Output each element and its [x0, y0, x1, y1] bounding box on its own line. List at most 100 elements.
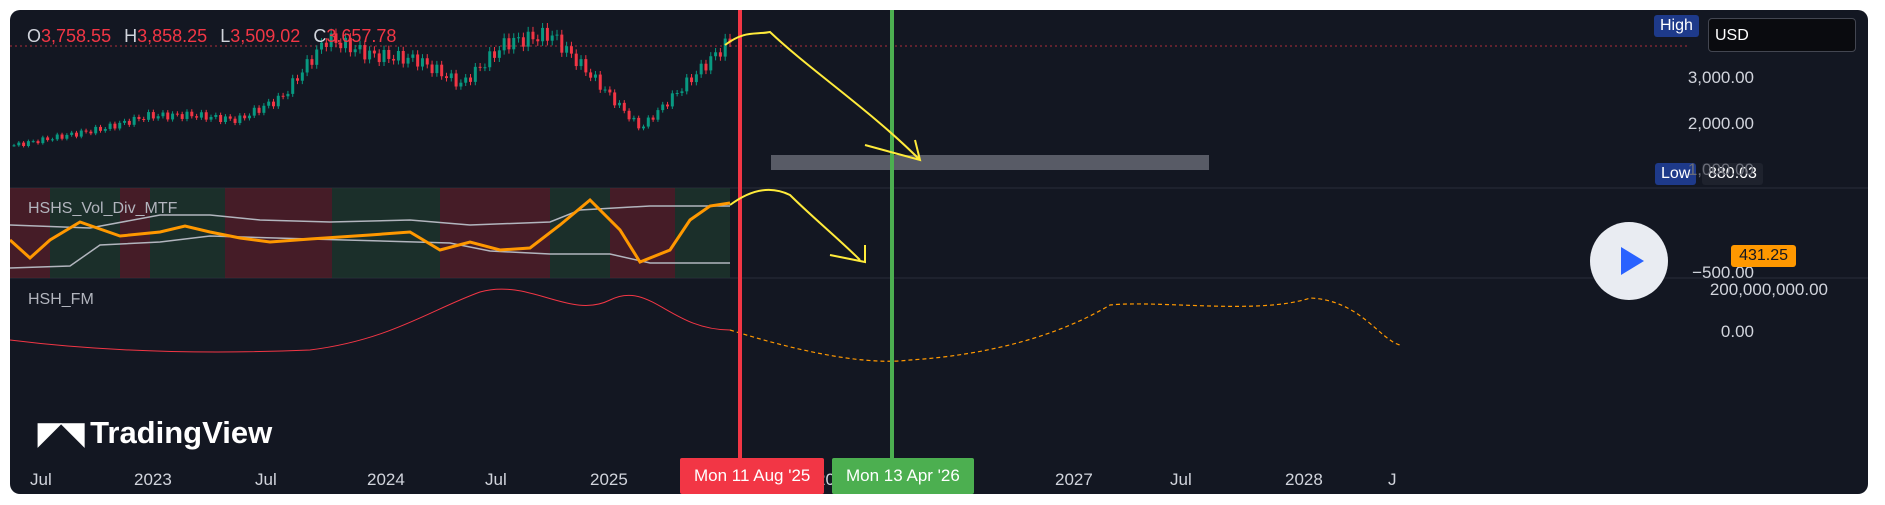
candle-body: [233, 118, 237, 123]
candle-body: [60, 134, 64, 139]
time-label: 2024: [367, 470, 405, 489]
candle-body: [709, 56, 713, 71]
candle-body: [137, 116, 141, 119]
candle-body: [12, 145, 16, 147]
candle-body: [348, 37, 352, 53]
candle-body: [17, 142, 21, 146]
play-button[interactable]: [1590, 222, 1668, 300]
candle-body: [156, 116, 160, 119]
osc-pane-title[interactable]: HSHS_Vol_Div_MTF: [28, 200, 178, 217]
candle-body: [459, 82, 463, 87]
candle-body: [661, 104, 665, 111]
candle-body: [622, 102, 626, 111]
candle-body: [579, 59, 583, 67]
candle-body: [440, 64, 444, 77]
fm-pane-title[interactable]: HSH_FM: [28, 291, 94, 308]
low-tag: Low: [1655, 163, 1697, 185]
candle-body: [488, 51, 492, 68]
osc-zone: [440, 188, 550, 278]
indicator-value-tag: 431.25: [1731, 245, 1796, 267]
candle-body: [646, 117, 650, 127]
candle-body: [493, 51, 497, 58]
low-value-tag: 880.03: [1702, 163, 1763, 185]
candle-body: [425, 58, 429, 65]
candle-body: [473, 66, 477, 82]
candle-body: [449, 73, 453, 79]
candle-body: [420, 58, 424, 67]
candle-body: [329, 33, 333, 47]
high-label: H: [124, 26, 138, 46]
candle-body: [209, 116, 213, 120]
candle-body: [228, 116, 232, 119]
candle-body: [98, 126, 102, 131]
candle-body: [656, 110, 660, 120]
candle-body: [704, 63, 708, 71]
candle-body: [603, 89, 607, 91]
candle-body: [324, 42, 328, 47]
candle-body: [286, 93, 290, 97]
candle-body: [132, 116, 136, 125]
candle-body: [569, 46, 573, 54]
candle-body: [464, 77, 468, 83]
candle-body: [401, 51, 405, 64]
candle-body: [166, 112, 170, 120]
candle-body: [469, 77, 473, 82]
osc-main-line: [10, 197, 731, 264]
candle-body: [555, 34, 559, 36]
tradingview-logo[interactable]: ◤◥ TradingView: [38, 415, 272, 451]
candle-body: [363, 45, 367, 60]
candle-body: [296, 78, 300, 81]
candle-body: [108, 123, 112, 129]
candle-body: [670, 93, 674, 107]
candle-body: [89, 131, 93, 134]
time-label: 2028: [1285, 470, 1323, 489]
fm-projection-line: [729, 297, 1401, 362]
candle-body: [103, 128, 107, 131]
candle-body: [416, 54, 420, 67]
close-value: 3,657.78: [326, 26, 397, 46]
candle-body: [271, 101, 275, 107]
candle-body: [541, 27, 545, 42]
candle-body: [637, 117, 641, 129]
candle-body: [70, 132, 74, 135]
candle-body: [267, 101, 271, 106]
candle-body: [199, 112, 203, 118]
candle-body: [344, 37, 348, 49]
fm-axis-label: 0.00: [1720, 322, 1754, 341]
candle-body: [526, 31, 530, 47]
chart-canvas[interactable]: [10, 10, 1868, 494]
candle-body: [632, 117, 636, 120]
candle-body: [574, 53, 578, 67]
candle-body: [718, 52, 722, 57]
candle-body: [223, 116, 227, 122]
candle-body: [627, 110, 631, 120]
candle-body: [22, 142, 26, 147]
candle-body: [118, 122, 122, 129]
time-label: 2025: [590, 470, 628, 489]
osc-zone: [10, 188, 50, 278]
osc-zone: [610, 188, 675, 278]
time-label: Jul: [30, 470, 52, 489]
green-date-tag[interactable]: Mon 13 Apr '26: [832, 458, 974, 494]
tradingview-logo-icon: ◤◥: [38, 417, 85, 450]
candle-body: [281, 95, 285, 97]
time-label: J: [1388, 470, 1397, 489]
candle-body: [185, 111, 189, 119]
candle-body: [714, 52, 718, 57]
candle-body: [642, 126, 646, 129]
candle-body: [512, 37, 516, 50]
candle-body: [387, 49, 391, 59]
red-date-tag[interactable]: Mon 11 Aug '25: [680, 458, 825, 494]
annotation-arrow: [729, 188, 866, 264]
candle-body: [243, 115, 247, 119]
candle-body: [723, 38, 727, 57]
currency-input[interactable]: USD: [1708, 18, 1856, 52]
open-label: O: [27, 26, 42, 46]
candle-body: [180, 114, 184, 119]
price-axis-label: 3,000.00: [1687, 68, 1754, 87]
candle-body: [79, 130, 83, 137]
candle-body: [305, 59, 309, 73]
candle-body: [666, 104, 670, 107]
candle-body: [454, 73, 458, 87]
candle-body: [502, 38, 506, 51]
